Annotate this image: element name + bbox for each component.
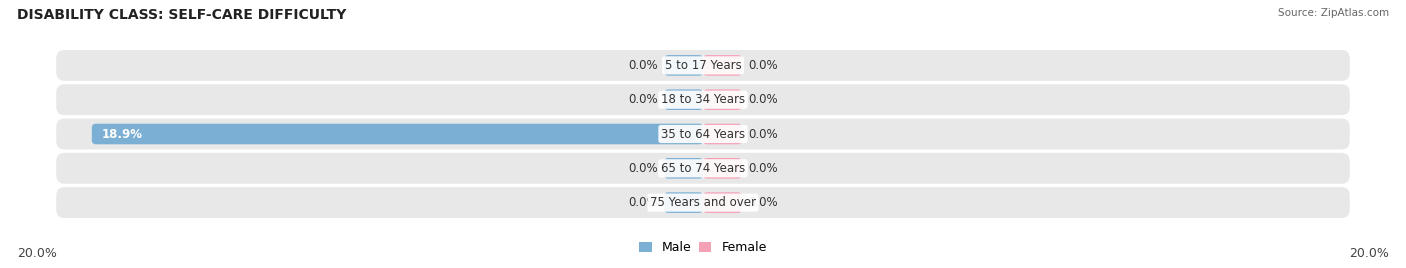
FancyBboxPatch shape: [703, 158, 742, 178]
Text: 18 to 34 Years: 18 to 34 Years: [661, 93, 745, 106]
Text: Source: ZipAtlas.com: Source: ZipAtlas.com: [1278, 8, 1389, 18]
FancyBboxPatch shape: [56, 153, 1350, 184]
FancyBboxPatch shape: [664, 158, 703, 178]
Text: 0.0%: 0.0%: [748, 196, 778, 209]
FancyBboxPatch shape: [56, 84, 1350, 115]
Text: 35 to 64 Years: 35 to 64 Years: [661, 128, 745, 140]
FancyBboxPatch shape: [703, 192, 742, 213]
Text: 0.0%: 0.0%: [628, 59, 658, 72]
FancyBboxPatch shape: [703, 124, 742, 144]
Text: DISABILITY CLASS: SELF-CARE DIFFICULTY: DISABILITY CLASS: SELF-CARE DIFFICULTY: [17, 8, 346, 22]
Text: 20.0%: 20.0%: [1350, 247, 1389, 260]
Text: 0.0%: 0.0%: [628, 93, 658, 106]
FancyBboxPatch shape: [664, 90, 703, 110]
Text: 0.0%: 0.0%: [748, 93, 778, 106]
Text: 0.0%: 0.0%: [748, 162, 778, 175]
FancyBboxPatch shape: [703, 55, 742, 76]
Legend: Male, Female: Male, Female: [634, 236, 772, 259]
FancyBboxPatch shape: [56, 50, 1350, 81]
Text: 75 Years and over: 75 Years and over: [650, 196, 756, 209]
Text: 65 to 74 Years: 65 to 74 Years: [661, 162, 745, 175]
FancyBboxPatch shape: [91, 124, 703, 144]
FancyBboxPatch shape: [664, 192, 703, 213]
FancyBboxPatch shape: [56, 187, 1350, 218]
Text: 20.0%: 20.0%: [17, 247, 56, 260]
Text: 0.0%: 0.0%: [748, 59, 778, 72]
FancyBboxPatch shape: [664, 55, 703, 76]
FancyBboxPatch shape: [56, 118, 1350, 150]
Text: 18.9%: 18.9%: [101, 128, 142, 140]
Text: 0.0%: 0.0%: [748, 128, 778, 140]
FancyBboxPatch shape: [703, 90, 742, 110]
Text: 0.0%: 0.0%: [628, 162, 658, 175]
Text: 0.0%: 0.0%: [628, 196, 658, 209]
Text: 5 to 17 Years: 5 to 17 Years: [665, 59, 741, 72]
